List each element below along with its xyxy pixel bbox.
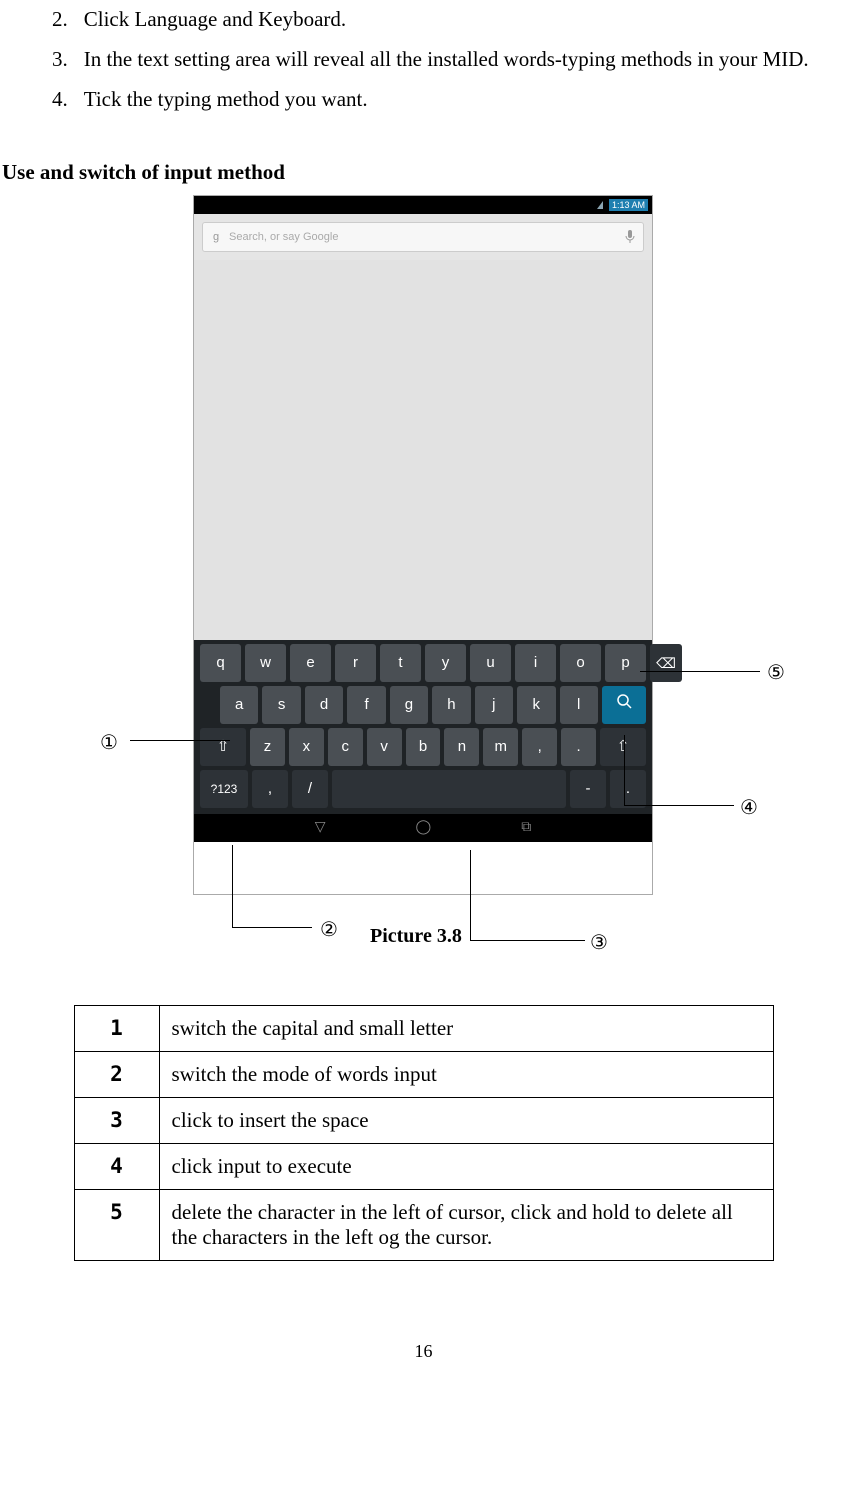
key-o[interactable]: o <box>560 644 601 682</box>
google-icon: g <box>209 230 223 244</box>
key-shift-left[interactable]: ⇧ <box>200 728 246 766</box>
list-number: 2. <box>52 7 68 31</box>
key-i[interactable]: i <box>515 644 556 682</box>
key-comma-bottom[interactable]: , <box>252 770 288 808</box>
leader-4h <box>624 805 734 806</box>
legend-number: 3 <box>74 1097 159 1143</box>
leader-4v <box>624 735 625 805</box>
callout-3: ③ <box>590 930 608 955</box>
key-h[interactable]: h <box>432 686 470 724</box>
key-d[interactable]: d <box>305 686 343 724</box>
top-search-bar: g Search, or say Google <box>194 214 652 260</box>
mic-icon[interactable] <box>623 230 637 244</box>
key-v[interactable]: v <box>367 728 402 766</box>
signal-icon <box>597 201 603 209</box>
key-y[interactable]: y <box>425 644 466 682</box>
key-u[interactable]: u <box>470 644 511 682</box>
key-l[interactable]: l <box>560 686 598 724</box>
callout-1: ① <box>100 730 118 755</box>
legend-desc: switch the mode of words input <box>159 1051 773 1097</box>
key-r[interactable]: r <box>335 644 376 682</box>
nav-recent-icon[interactable]: ⧉ <box>521 820 531 836</box>
key-minus[interactable]: - <box>570 770 606 808</box>
section-heading: Use and switch of input method <box>2 160 847 185</box>
home-blank-area <box>194 260 652 640</box>
key-n[interactable]: n <box>444 728 479 766</box>
leader-3h <box>470 940 585 941</box>
legend-table: 1switch the capital and small letter 2sw… <box>74 1005 774 1261</box>
key-x[interactable]: x <box>289 728 324 766</box>
instruction-list: 2. Click Language and Keyboard. 3. In the … <box>0 0 847 120</box>
legend-desc: delete the character in the left of curs… <box>159 1189 773 1260</box>
legend-number: 4 <box>74 1143 159 1189</box>
keyboard-row-4: ?123 , / - . <box>194 766 652 814</box>
key-e[interactable]: e <box>290 644 331 682</box>
key-dot-bottom[interactable]: . <box>610 770 646 808</box>
key-s[interactable]: s <box>262 686 300 724</box>
callout-5: ⑤ <box>767 660 785 685</box>
key-slash[interactable]: / <box>292 770 328 808</box>
key-g[interactable]: g <box>390 686 428 724</box>
search-box[interactable]: g Search, or say Google <box>202 222 644 252</box>
key-k[interactable]: k <box>517 686 555 724</box>
nav-back-icon[interactable]: ▽ <box>315 819 326 836</box>
page-number: 16 <box>0 1341 847 1362</box>
keyboard: q w e r t y u i o p ⌫ a s d f g <box>194 640 652 814</box>
list-item: 2. Click Language and Keyboard. <box>0 0 847 40</box>
key-p[interactable]: p <box>605 644 646 682</box>
legend-number: 2 <box>74 1051 159 1097</box>
legend-desc: switch the capital and small letter <box>159 1005 773 1051</box>
key-q[interactable]: q <box>200 644 241 682</box>
keyboard-row-1: q w e r t y u i o p ⌫ <box>194 640 652 682</box>
legend-number: 1 <box>74 1005 159 1051</box>
figure-block: 1:13 AM g Search, or say Google q w e r <box>0 195 847 975</box>
key-j[interactable]: j <box>475 686 513 724</box>
keyboard-row-3: ⇧ z x c v b n m , . ⇧ <box>194 724 652 766</box>
key-m[interactable]: m <box>483 728 518 766</box>
status-time: 1:13 AM <box>609 199 648 211</box>
search-placeholder: Search, or say Google <box>223 231 623 243</box>
key-backspace[interactable]: ⌫ <box>650 644 682 682</box>
key-a[interactable]: a <box>220 686 258 724</box>
key-period[interactable]: . <box>561 728 596 766</box>
status-bar: 1:13 AM <box>194 196 652 214</box>
key-t[interactable]: t <box>380 644 421 682</box>
legend-desc: click input to execute <box>159 1143 773 1189</box>
leader-3v <box>470 850 471 940</box>
list-item: 4. Tick the typing method you want. <box>0 80 847 120</box>
keyboard-row-2: a s d f g h j k l <box>194 682 652 724</box>
nav-home-icon[interactable]: ◯ <box>416 819 432 836</box>
list-number: 4. <box>52 87 68 111</box>
key-f[interactable]: f <box>347 686 385 724</box>
leader-2h <box>232 927 312 928</box>
list-number: 3. <box>52 47 68 71</box>
key-b[interactable]: b <box>406 728 441 766</box>
leader-5 <box>640 671 760 672</box>
key-symbols[interactable]: ?123 <box>200 770 248 808</box>
callout-2: ② <box>320 917 338 942</box>
legend-desc: click to insert the space <box>159 1097 773 1143</box>
list-text: Tick the typing method you want. <box>84 87 368 111</box>
key-comma[interactable]: , <box>522 728 557 766</box>
list-text: Click Language and Keyboard. <box>84 7 346 31</box>
key-w[interactable]: w <box>245 644 286 682</box>
list-item: 3. In the text setting area will reveal a… <box>0 40 847 80</box>
leader-2v <box>232 845 233 927</box>
leader-1 <box>130 740 230 741</box>
key-c[interactable]: c <box>328 728 363 766</box>
key-search[interactable] <box>602 686 646 724</box>
legend-number: 5 <box>74 1189 159 1260</box>
key-space[interactable] <box>332 770 566 808</box>
key-z[interactable]: z <box>250 728 285 766</box>
figure-caption: Picture 3.8 <box>370 925 462 948</box>
nav-bar: ▽ ◯ ⧉ <box>194 814 652 842</box>
list-text: In the text setting area will reveal all… <box>84 47 809 71</box>
callout-4: ④ <box>740 795 758 820</box>
phone-screenshot: 1:13 AM g Search, or say Google q w e r <box>193 195 653 895</box>
